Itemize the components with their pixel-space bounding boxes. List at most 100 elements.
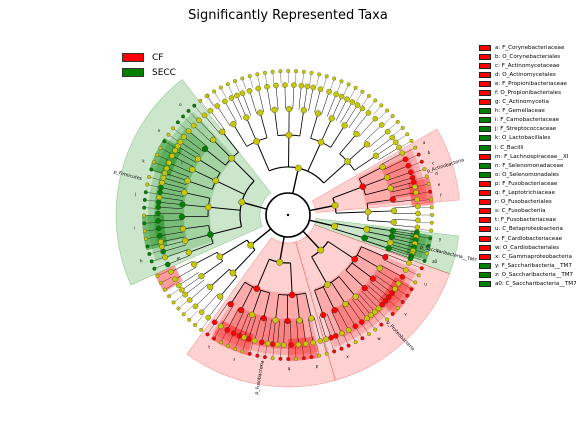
branch <box>275 85 279 110</box>
key-item: x: C_Gammaproteobacteria <box>479 252 576 261</box>
key-swatch <box>479 271 491 278</box>
family-node <box>190 122 197 129</box>
leaf-branch <box>416 243 429 247</box>
genus-node <box>225 82 230 87</box>
key-swatch <box>479 244 491 251</box>
family-node <box>382 298 389 304</box>
taxon-letter: t <box>208 344 210 349</box>
branch <box>195 289 213 307</box>
branch <box>216 105 231 127</box>
clade-node <box>276 258 284 266</box>
branch <box>365 187 391 196</box>
order-node <box>201 145 209 153</box>
branch <box>163 177 187 185</box>
branch <box>390 182 414 189</box>
genus-node <box>162 139 167 144</box>
family-node <box>372 115 379 122</box>
family-node <box>162 254 168 261</box>
class-sector <box>356 148 428 207</box>
branch <box>385 165 409 176</box>
order-node <box>389 227 396 234</box>
key-item: v: F_Cardiobacteriaceae <box>479 234 576 243</box>
branch <box>164 172 188 182</box>
key-swatch <box>479 217 491 224</box>
class-node <box>359 183 367 190</box>
branch <box>305 292 312 319</box>
branch <box>214 302 229 323</box>
family-node <box>159 179 165 186</box>
class-node <box>363 225 371 233</box>
leaf-branch <box>168 289 180 297</box>
phylum-label: p_Fusobacteria <box>254 360 266 395</box>
branch <box>308 318 314 343</box>
family-node <box>333 333 339 339</box>
order-node <box>271 106 278 113</box>
genus-node <box>147 175 152 179</box>
key-swatch <box>479 235 491 242</box>
genus-node <box>405 132 410 137</box>
group-legend: CF SECC <box>122 50 176 80</box>
leaf-branch <box>207 95 215 106</box>
genus-node <box>204 94 209 99</box>
key-label: d: O_Actinomycetales <box>495 71 556 78</box>
family-node <box>415 210 421 217</box>
genus-node <box>309 355 314 360</box>
branch <box>309 219 335 227</box>
genus-node <box>181 312 186 317</box>
family-node <box>354 102 361 108</box>
branch <box>351 262 374 279</box>
branch <box>290 262 293 295</box>
family-node <box>156 232 163 239</box>
family-node <box>395 280 402 287</box>
genus-node <box>317 353 322 358</box>
branch <box>185 234 211 242</box>
genus-node <box>429 228 434 233</box>
order-node <box>372 152 380 159</box>
order-node <box>387 185 394 192</box>
order-node <box>331 307 338 314</box>
branch <box>296 294 300 321</box>
genus-node <box>409 287 414 292</box>
branch <box>378 147 400 161</box>
key-label: o: O_Selenomonadales <box>495 171 559 178</box>
branch <box>177 145 199 160</box>
branch <box>365 235 391 244</box>
leaf-branch <box>257 74 261 87</box>
leaf-branch <box>144 199 157 202</box>
order-node <box>210 136 217 143</box>
branch <box>239 313 249 336</box>
genus-node <box>301 356 306 361</box>
genus-node <box>332 349 337 354</box>
leaf-branch <box>147 184 160 188</box>
family-node <box>406 260 412 266</box>
family-node <box>196 117 202 124</box>
genus-node <box>166 132 171 137</box>
key-label: s: C_Fusobacteriia <box>495 208 546 215</box>
order-node <box>284 317 291 325</box>
order-node <box>320 311 327 319</box>
order-node <box>238 306 245 314</box>
genus-node <box>143 190 148 195</box>
leaf-branch <box>183 305 193 315</box>
family-node <box>392 286 398 292</box>
family-node <box>396 144 402 151</box>
branch <box>204 115 221 134</box>
family-node <box>386 294 392 300</box>
branch <box>370 281 390 298</box>
key-swatch <box>479 262 491 269</box>
branch <box>210 110 225 131</box>
family-node <box>172 276 178 283</box>
branch <box>163 244 187 252</box>
key-item: g: C_Actinomycetia <box>479 98 576 107</box>
taxon-letter: m <box>177 256 181 261</box>
family-node <box>372 309 378 315</box>
branch <box>192 169 216 182</box>
family-node <box>414 203 421 210</box>
class-node <box>324 281 331 288</box>
genus-node <box>353 340 358 345</box>
branch <box>242 93 252 116</box>
family-node <box>310 339 316 346</box>
leaf-branch <box>323 342 327 354</box>
key-label: m: F_Lachnospiraceae__XI <box>495 153 569 160</box>
branch <box>219 239 248 258</box>
